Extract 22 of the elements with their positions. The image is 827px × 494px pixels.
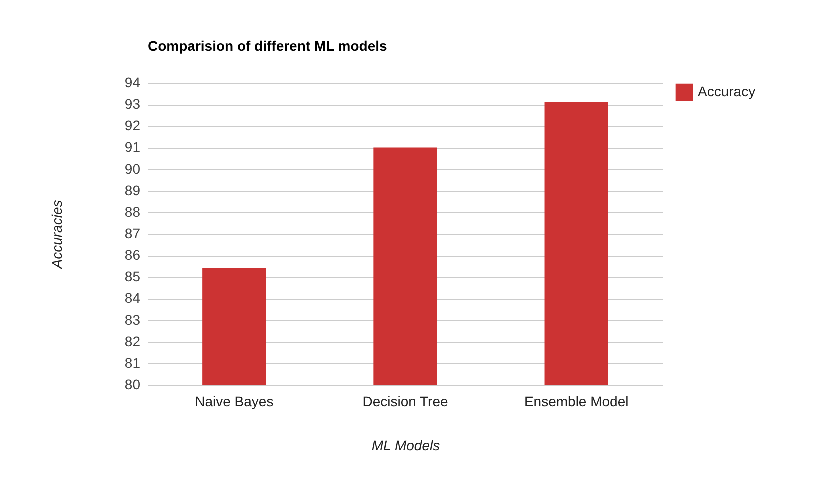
y-tick-label: 91 [124,139,141,156]
x-tick-label: Naive Bayes [195,394,274,410]
y-tick-label: 83 [124,312,141,328]
x-tick-label: Ensemble Model [524,394,629,410]
legend-label: Accuracy [698,84,756,100]
y-tick-label: 86 [124,247,141,264]
y-tick-label: 92 [124,118,141,134]
y-tick-label: 84 [124,290,141,306]
y-tick-label: 85 [124,268,141,285]
y-tick-label: 93 [124,96,141,112]
y-tick-label: 88 [124,204,141,220]
y-tick-label: 89 [124,182,141,198]
y-tick-label: 82 [124,333,141,350]
x-tick-label: Decision Tree [362,394,449,410]
chart-title: Comparision of different ML models [148,38,388,54]
y-tick-label: 87 [124,226,141,242]
y-tick-label: 90 [124,160,141,177]
y-tick-label: 81 [124,354,141,371]
y-axis-title: Accuracies [48,200,65,270]
y-tick-label: 80 [124,376,141,392]
y-tick-label: 94 [124,74,141,90]
x-axis-title: ML Models [372,438,440,454]
